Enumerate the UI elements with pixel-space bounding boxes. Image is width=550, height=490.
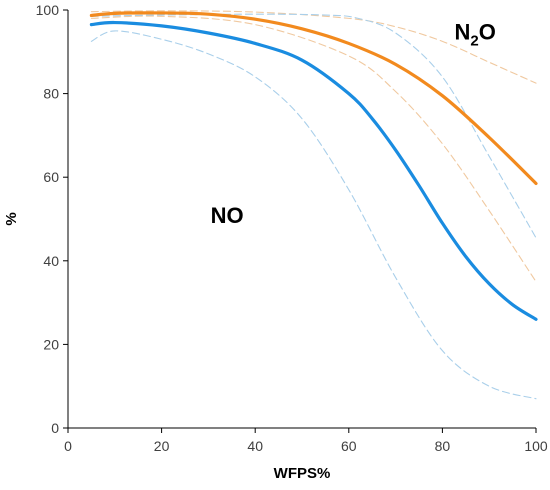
series-line-n2o	[89, 11, 538, 186]
series-line-no-band-lower	[90, 30, 537, 400]
y-tick-label: 60	[43, 169, 59, 185]
x-axis-title: WFPS%	[274, 465, 331, 482]
x-tick-label: 20	[154, 438, 170, 454]
x-tick-label: 0	[64, 438, 72, 454]
y-axis-title: %	[3, 212, 20, 225]
series-label-no: NO	[211, 203, 244, 228]
y-tick-label: 100	[36, 2, 60, 18]
x-tick-label: 40	[247, 438, 263, 454]
series-line-n2o-band-upper	[90, 10, 537, 84]
series-line-no	[89, 20, 538, 321]
series-line-no-band-upper	[90, 13, 537, 239]
x-tick-label: 100	[524, 438, 548, 454]
series-label-n2o: N2O	[454, 19, 495, 49]
y-tick-label: 0	[51, 420, 59, 436]
y-tick-label: 80	[43, 86, 59, 102]
confidence-bands	[90, 10, 537, 400]
annotations: NO N2O	[211, 19, 496, 228]
y-tick-label: 40	[43, 253, 59, 269]
series-line-n2o-band-lower	[90, 15, 537, 283]
y-tick-label: 20	[43, 336, 59, 352]
x-tick-label: 60	[341, 438, 357, 454]
axes: 0 20 40 60 80 100 0 20 40 60 80 100 WFPS%%	[3, 2, 548, 482]
x-tick-label: 80	[435, 438, 451, 454]
series-lines	[89, 11, 538, 321]
